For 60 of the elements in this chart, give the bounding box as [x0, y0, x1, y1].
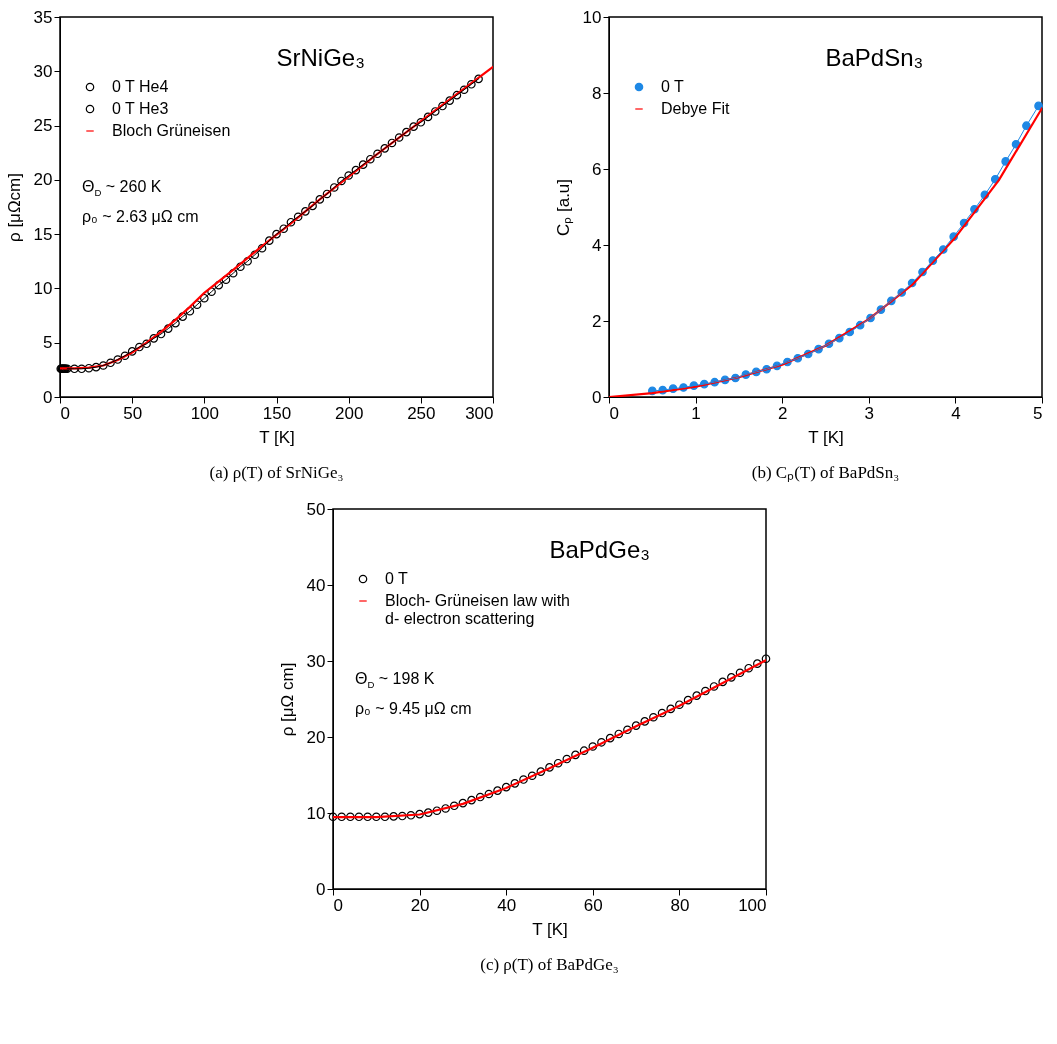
x-tick-label: 3	[864, 403, 875, 423]
y-tick-label: 25	[33, 116, 53, 136]
x-axis-title: T [K]	[808, 427, 844, 447]
y-tick-label: 2	[592, 311, 602, 331]
legend-label: Debye Fit	[661, 100, 731, 117]
legend-label: Bloch- Grüneisen law with d- electron scattering	[384, 592, 570, 627]
x-tick-label: 40	[496, 895, 516, 915]
annotation: BaPdGe₃	[549, 536, 650, 563]
annotation: SrNiGe₃	[276, 44, 365, 71]
legend-label: 0 T	[384, 570, 408, 587]
y-tick-label: 20	[306, 727, 325, 747]
x-tick-label: 20	[410, 895, 430, 915]
x-tick-label: 100	[737, 895, 766, 915]
x-tick-label: 60	[583, 895, 603, 915]
x-tick-label: 250	[407, 403, 436, 423]
y-tick-label: 20	[33, 170, 53, 190]
annotation: BaPdSn₃	[825, 44, 924, 71]
legend-label: 0 T He4	[112, 78, 169, 95]
y-tick-label: 0	[315, 879, 325, 899]
legend-label: 0 T	[661, 78, 685, 95]
y-axis-title: ρ [μΩcm]	[4, 172, 24, 243]
x-tick-label: 0	[60, 403, 70, 423]
text: (a) ρ(T) of SrNiGe₃	[209, 463, 344, 482]
x-axis-title: T [K]	[531, 919, 568, 939]
x-tick-label: 100	[190, 403, 220, 423]
y-tick-label: 30	[306, 651, 325, 671]
y-tick-label: 5	[43, 333, 53, 353]
y-tick-label: 6	[592, 159, 602, 179]
x-tick-label: 0	[333, 895, 343, 915]
x-tick-label: 1	[691, 403, 701, 423]
y-tick-label: 0	[592, 387, 602, 407]
x-tick-label: 4	[951, 403, 961, 423]
y-tick-label: 4	[592, 235, 602, 255]
x-tick-label: 50	[123, 403, 143, 423]
y-tick-label: 8	[592, 83, 602, 103]
y-tick-label: 35	[33, 7, 53, 27]
y-axis-title: ρ [μΩ cm]	[277, 662, 297, 737]
legend-label: 0 T He3	[112, 100, 169, 117]
x-axis-title: T [K]	[259, 427, 295, 447]
y-tick-label: 50	[306, 499, 325, 519]
x-tick-label: 150	[262, 403, 292, 423]
x-tick-label: 200	[334, 403, 364, 423]
x-tick-label: 300	[465, 403, 494, 423]
y-tick-label: 40	[306, 575, 325, 595]
x-tick-label: 0	[609, 403, 619, 423]
y-tick-label: 0	[43, 387, 53, 407]
y-tick-label: 10	[306, 803, 325, 823]
text: (b) Cₚ(T) of BaPdSn₃	[751, 463, 900, 483]
x-tick-label: 80	[669, 895, 689, 915]
x-tick-label: 5	[1033, 403, 1043, 423]
annotation: ρ₀ ~ 2.63 μΩ cm	[82, 208, 199, 225]
x-tick-label: 2	[777, 403, 788, 423]
y-tick-label: 10	[33, 278, 53, 298]
y-tick-label: 10	[582, 7, 602, 27]
y-axis-title: Cₚ [a.u]	[553, 178, 574, 237]
legend-label: Bloch Grüneisen	[112, 122, 231, 139]
text: (c) ρ(T) of BaPdGe₃	[479, 955, 619, 974]
y-tick-label: 15	[33, 224, 53, 244]
y-tick-label: 30	[33, 61, 53, 81]
annotation: ρ₀ ~ 9.45 μΩ cm	[354, 700, 472, 717]
